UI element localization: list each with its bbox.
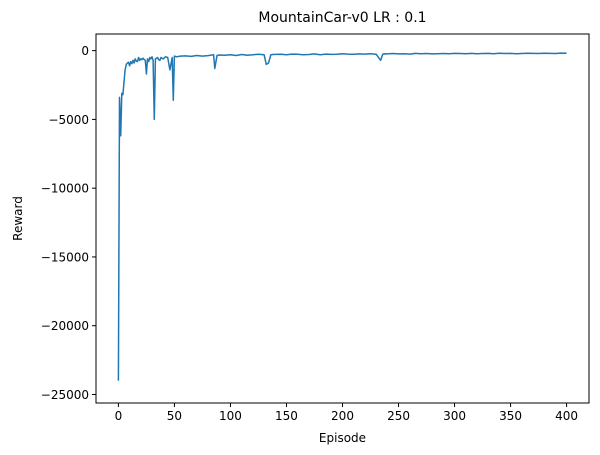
x-axis-label: Episode xyxy=(319,431,366,445)
x-tick-label: 0 xyxy=(115,409,123,423)
x-tick-label: 100 xyxy=(219,409,242,423)
x-tick-label: 400 xyxy=(555,409,578,423)
y-tick-label: −20000 xyxy=(41,319,89,333)
x-tick-label: 300 xyxy=(443,409,466,423)
plot-area xyxy=(96,34,589,403)
x-tick-label: 200 xyxy=(331,409,354,423)
x-tick-label: 50 xyxy=(167,409,182,423)
x-tick-label: 250 xyxy=(387,409,410,423)
series-line xyxy=(117,52,567,381)
y-tick-label: 0 xyxy=(81,44,89,58)
x-tick-label: 150 xyxy=(275,409,298,423)
y-tick-label: −25000 xyxy=(41,388,89,402)
y-tick-label: −15000 xyxy=(41,250,89,264)
chart-title: MountainCar-v0 LR : 0.1 xyxy=(258,10,426,26)
x-axis-ticks: 0 50 100 150 200 250 300 350 400 xyxy=(115,403,578,423)
x-tick-label: 350 xyxy=(499,409,522,423)
axes-frame xyxy=(95,33,590,404)
y-axis-ticks: 0 −5000 −10000 −15000 −20000 −25000 xyxy=(41,44,96,402)
y-tick-label: −5000 xyxy=(48,113,89,127)
y-tick-label: −10000 xyxy=(41,182,89,196)
y-axis-label: Reward xyxy=(11,196,25,241)
